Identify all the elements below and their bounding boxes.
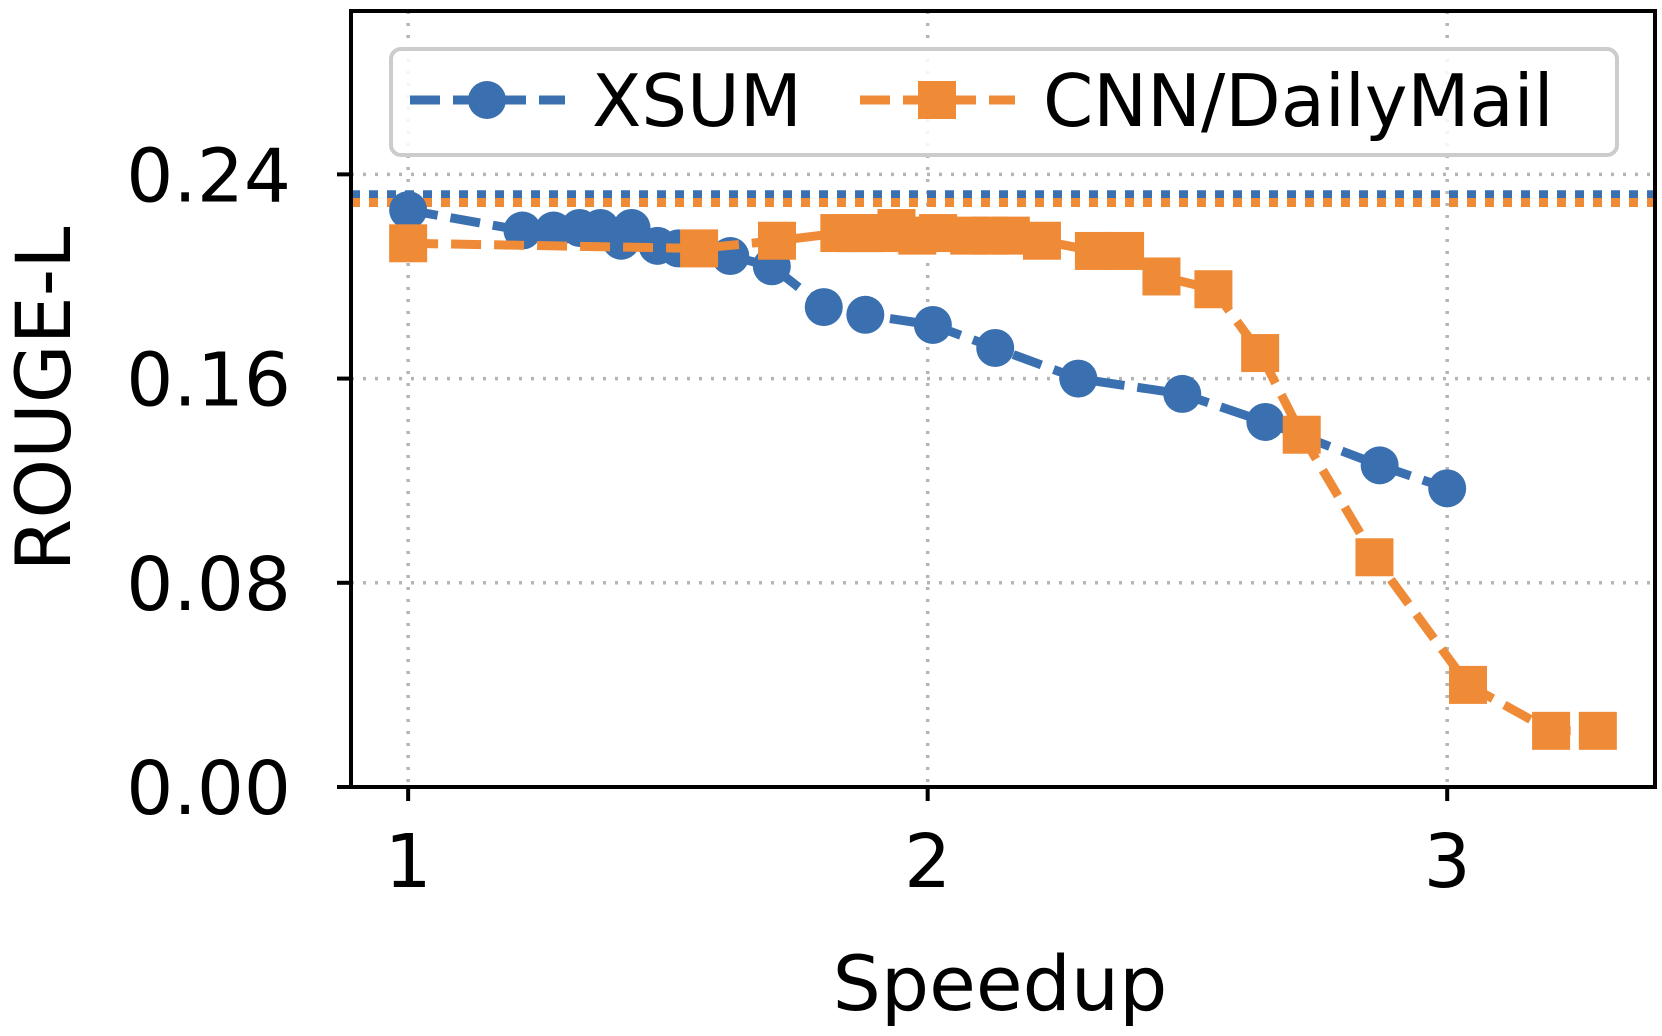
data-point-cnn-dailymail [1022, 221, 1061, 260]
data-point-cnn-dailymail [1578, 711, 1617, 750]
data-point-xsum [1163, 374, 1202, 413]
legend-marker-xsum [468, 81, 506, 119]
legend-label-cnn-dailymail: CNN/DailyMail [1043, 59, 1554, 143]
series-layer [389, 191, 1617, 750]
legend-marker-cnn-dailymail [918, 81, 956, 119]
data-point-cnn-dailymail [1532, 711, 1571, 750]
data-point-xsum [1059, 359, 1098, 398]
data-point-cnn-dailymail [389, 224, 428, 263]
ticks: 1 2 3 0.00 0.08 0.16 0.24 [126, 133, 1471, 905]
data-point-cnn-dailymail [1241, 334, 1280, 373]
data-point-cnn-dailymail [1142, 257, 1181, 296]
y-tick-label: 0.08 [126, 542, 291, 628]
data-point-cnn-dailymail [1106, 231, 1145, 270]
y-tick-label: 0.24 [126, 133, 291, 219]
data-point-cnn-dailymail [1194, 270, 1233, 309]
series-line-cnn-dailymail [408, 223, 1598, 736]
data-point-cnn-dailymail [1282, 415, 1321, 454]
grid [351, 11, 1655, 787]
data-point-xsum [1360, 446, 1399, 485]
data-point-xsum [1428, 469, 1467, 508]
data-point-xsum [389, 191, 428, 230]
plot-frame [349, 9, 1657, 789]
legend-label-xsum: XSUM [592, 59, 802, 143]
data-point-cnn-dailymail [1355, 538, 1394, 577]
x-tick-label: 2 [904, 819, 951, 905]
y-tick-label: 0.16 [126, 338, 291, 424]
y-tick-label: 0.00 [126, 746, 291, 832]
data-point-cnn-dailymail [1448, 665, 1487, 704]
data-point-xsum [503, 211, 542, 250]
x-tick-label: 3 [1424, 819, 1471, 905]
data-point-xsum [976, 328, 1015, 367]
data-point-xsum [1246, 402, 1285, 441]
data-point-xsum [913, 305, 952, 344]
x-axis-title: Speedup [833, 939, 1168, 1028]
legend: XSUM CNN/DailyMail [389, 47, 1619, 157]
y-axis-title: ROUGE-L [0, 227, 88, 572]
x-tick-label: 1 [385, 819, 432, 905]
data-point-cnn-dailymail [680, 229, 719, 268]
data-point-cnn-dailymail [758, 221, 797, 260]
data-point-xsum [846, 295, 885, 334]
reference-lines [351, 190, 1655, 207]
data-point-xsum [804, 288, 843, 327]
